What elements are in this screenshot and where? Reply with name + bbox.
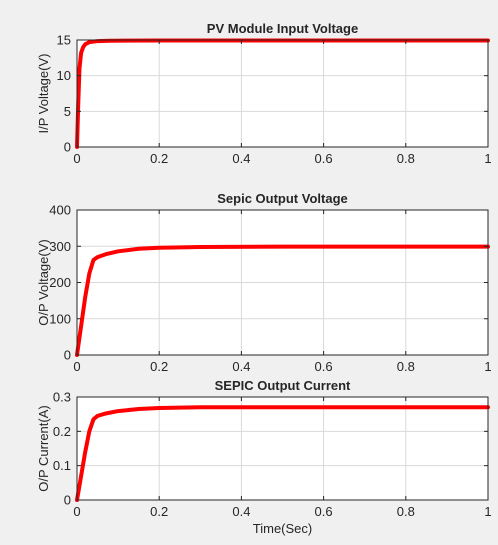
x-tick-label: 0.8: [397, 151, 415, 166]
x-axis-label: Time(Sec): [253, 521, 312, 536]
data-line: [75, 405, 490, 502]
y-tick-label: 0: [64, 348, 71, 363]
x-tick-label: 0.8: [397, 359, 415, 374]
axes-box: [76, 396, 489, 501]
y-axis-label: I/P Voltage(V): [36, 54, 51, 134]
y-tick-label: 10: [57, 68, 71, 83]
x-tick-label: 1: [484, 151, 491, 166]
x-tick-label: 0: [73, 151, 80, 166]
y-tick-label: 400: [49, 203, 71, 218]
y-tick-label: 15: [57, 33, 71, 48]
x-tick-label: 0.2: [150, 359, 168, 374]
x-tick-label: 0.2: [150, 504, 168, 519]
x-tick-label: 0.2: [150, 151, 168, 166]
chart-title: Sepic Output Voltage: [217, 191, 348, 206]
x-tick-label: 1: [484, 504, 491, 519]
subplot-2: 0 0.2 0.4 0.6 0.8 1 0 100 200 300 400 Sepic Output …: [36, 191, 492, 374]
y-tick-label: 200: [49, 275, 71, 290]
y-axis-label: O/P Current(A): [36, 405, 51, 491]
data-line: [75, 244, 490, 357]
y-tick-label: 100: [49, 311, 71, 326]
y-tick-label: 0.2: [53, 424, 71, 439]
x-tick-label: 0.4: [232, 359, 250, 374]
subplot-3: 0 0.2 0.4 0.6 0.8 1 0 0.1 0.2 0.3 SEPIC Output Cur…: [36, 378, 492, 536]
chart-title: PV Module Input Voltage: [207, 21, 358, 36]
x-tick-label: 0: [73, 504, 80, 519]
x-tick-label: 1: [484, 359, 491, 374]
chart-title: SEPIC Output Current: [215, 378, 351, 393]
plot-area: [77, 40, 488, 147]
y-tick-label: 0.3: [53, 390, 71, 405]
y-tick-label: 0: [64, 493, 71, 508]
axes-box: [76, 39, 489, 148]
x-tick-label: 0.6: [315, 151, 333, 166]
x-tick-label: 0.8: [397, 504, 415, 519]
y-axis-label: O/P Voltage(V): [36, 239, 51, 325]
x-tick-label: 0.4: [232, 504, 250, 519]
y-tick-label: 300: [49, 239, 71, 254]
x-tick-label: 0.6: [315, 504, 333, 519]
x-tick-label: 0.4: [232, 151, 250, 166]
y-tick-label: 5: [64, 104, 71, 119]
plot-area: [77, 397, 488, 500]
x-tick-label: 0: [73, 359, 80, 374]
y-tick-label: 0.1: [53, 458, 71, 473]
y-tick-label: 0: [64, 140, 71, 155]
x-tick-label: 0.6: [315, 359, 333, 374]
